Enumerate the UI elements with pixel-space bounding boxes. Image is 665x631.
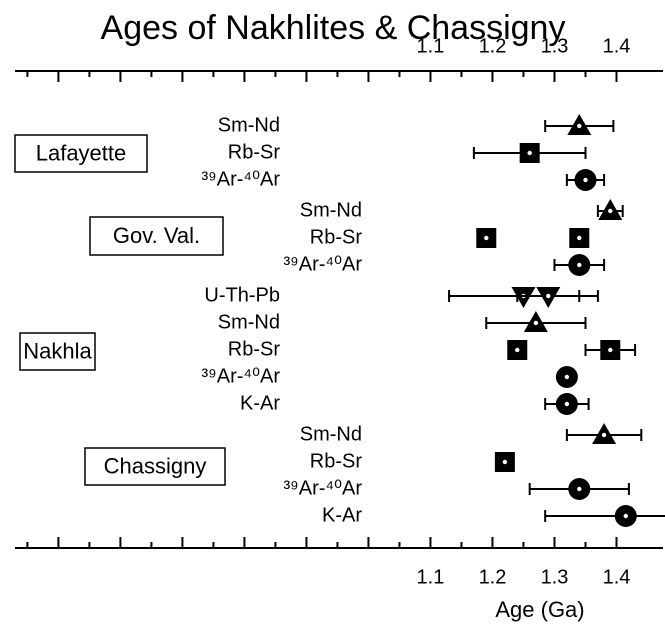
marker-dot — [583, 177, 588, 183]
row-label: Sm-Nd — [218, 311, 280, 333]
marker-dot — [577, 123, 582, 129]
marker-dot — [546, 293, 551, 299]
row-label: K-Ar — [240, 392, 280, 414]
marker-dot — [623, 513, 628, 519]
marker-dot — [577, 486, 582, 492]
x-tick-label-bottom: 1.2 — [479, 566, 507, 588]
row-label: Rb-Sr — [310, 226, 363, 248]
marker-dot — [527, 150, 532, 156]
marker-dot — [577, 235, 582, 241]
x-axis-label: Age (Ga) — [495, 597, 584, 622]
group-label: Gov. Val. — [113, 223, 200, 248]
marker-dot — [608, 208, 613, 214]
row-label: ³⁹Ar-⁴⁰Ar — [202, 365, 281, 387]
row-label: U-Th-Pb — [204, 284, 280, 306]
x-tick-label-bottom: 1.1 — [417, 566, 445, 588]
group-box — [84, 447, 226, 486]
row-label: ³⁹Ar-⁴⁰Ar — [284, 477, 363, 499]
row-label: Rb-Sr — [228, 141, 281, 163]
group-box — [19, 332, 96, 371]
row-label: ³⁹Ar-⁴⁰Ar — [202, 168, 281, 190]
x-tick-label-top: 1.2 — [479, 35, 507, 57]
group-label: Chassigny — [104, 453, 207, 478]
marker-dot — [515, 347, 520, 353]
x-tick-label-top: 1.4 — [603, 35, 631, 57]
row-label: Rb-Sr — [228, 338, 281, 360]
row-label: Sm-Nd — [300, 423, 362, 445]
plot-area — [448, 114, 665, 527]
marker-dot — [533, 320, 539, 326]
x-tick-label-top: 1.3 — [541, 35, 569, 57]
x-tick-label-top: 1.1 — [417, 35, 445, 57]
group-label: Nakhla — [23, 338, 92, 363]
marker-dot — [564, 374, 570, 380]
row-label: ³⁹Ar-⁴⁰Ar — [284, 253, 363, 275]
row-label: Sm-Nd — [300, 199, 362, 221]
group-box — [14, 134, 148, 173]
marker-dot — [608, 347, 613, 353]
marker-dot — [484, 235, 489, 241]
row-label: Sm-Nd — [218, 114, 280, 136]
marker-dot — [564, 401, 570, 407]
marker-dot — [601, 432, 607, 438]
row-label: K-Ar — [322, 504, 362, 526]
group-box — [89, 216, 224, 256]
x-tick-label-bottom: 1.4 — [603, 566, 631, 588]
x-tick-label-bottom: 1.3 — [541, 566, 569, 588]
marker-dot — [577, 262, 582, 268]
marker-dot — [502, 459, 508, 465]
group-label: Lafayette — [36, 140, 127, 165]
chart-title: Ages of Nakhlites & Chassigny — [101, 9, 566, 47]
row-label: Rb-Sr — [310, 450, 363, 472]
